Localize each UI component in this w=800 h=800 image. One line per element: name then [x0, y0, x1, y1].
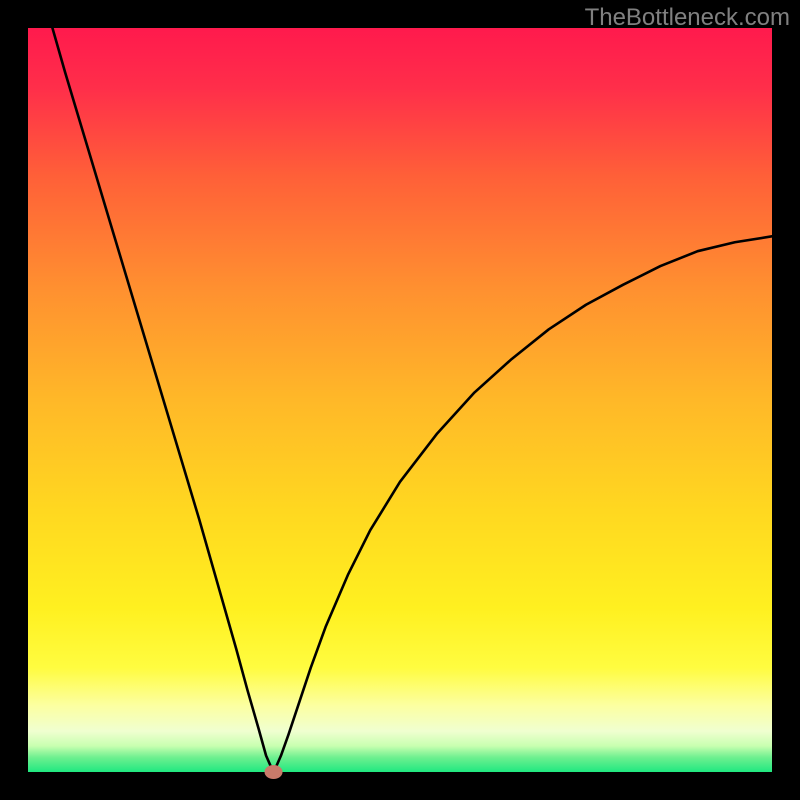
optimal-point-marker: [265, 765, 283, 779]
chart-container: TheBottleneck.com: [0, 0, 800, 800]
plot-background: [28, 28, 772, 772]
watermark-text: TheBottleneck.com: [585, 4, 790, 32]
bottleneck-chart: [0, 0, 800, 800]
